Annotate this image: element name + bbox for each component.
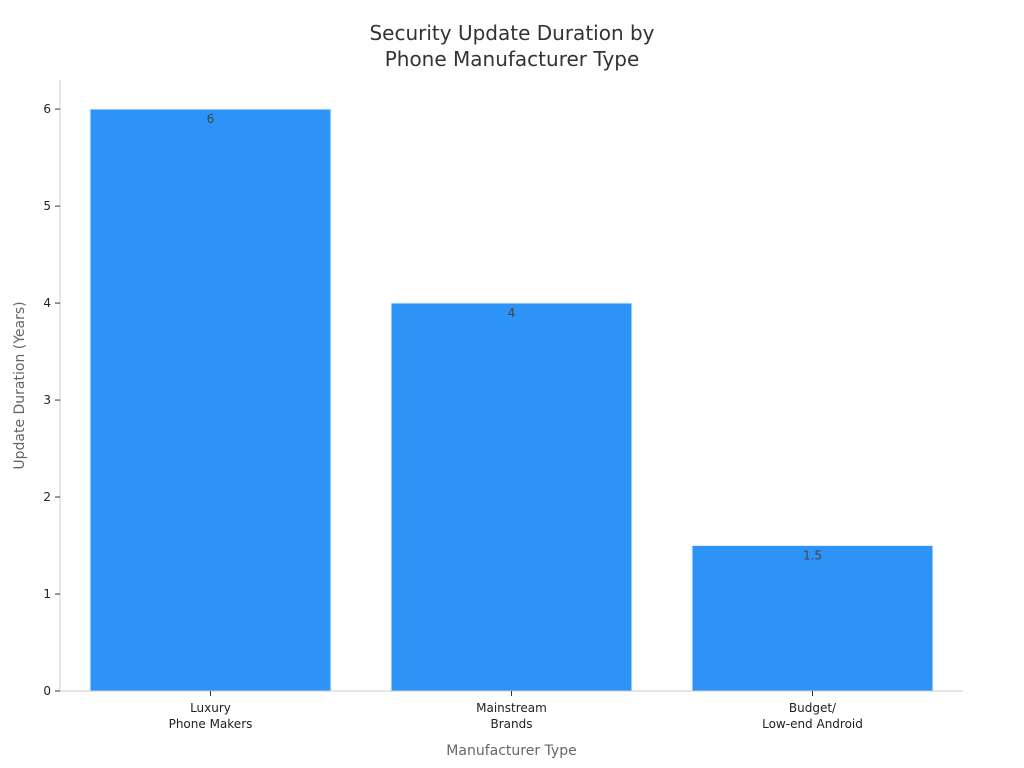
chart-title: Security Update Duration by Phone Manufac… [369,21,654,71]
data-label: 6 [207,112,215,126]
x-tick-label: Luxury Phone Makers [169,701,253,731]
y-tick-label: 6 [43,102,51,116]
bars [89,108,934,692]
labels: 6 4 1.5 0 1 2 3 4 5 6 Luxury Phone Makers Mainstream… [43,102,863,731]
axes [55,80,963,696]
y-tick-label: 4 [43,296,51,310]
y-axis-title: Update Duration (Years) [12,301,28,469]
y-tick-label: 3 [43,393,51,407]
x-axis-title: Manufacturer Type [446,743,576,759]
data-label: 1.5 [803,549,822,563]
y-tick-label: 0 [43,684,51,698]
y-tick-label: 5 [43,199,51,213]
x-tick-label: Mainstream Brands [476,701,547,731]
bar [89,108,332,692]
y-tick-label: 1 [43,587,51,601]
bar [390,302,633,692]
bar [691,545,934,692]
x-tick-label: Budget/Low-end Android [762,701,863,731]
data-label: 4 [508,306,516,320]
y-tick-label: 2 [43,490,51,504]
